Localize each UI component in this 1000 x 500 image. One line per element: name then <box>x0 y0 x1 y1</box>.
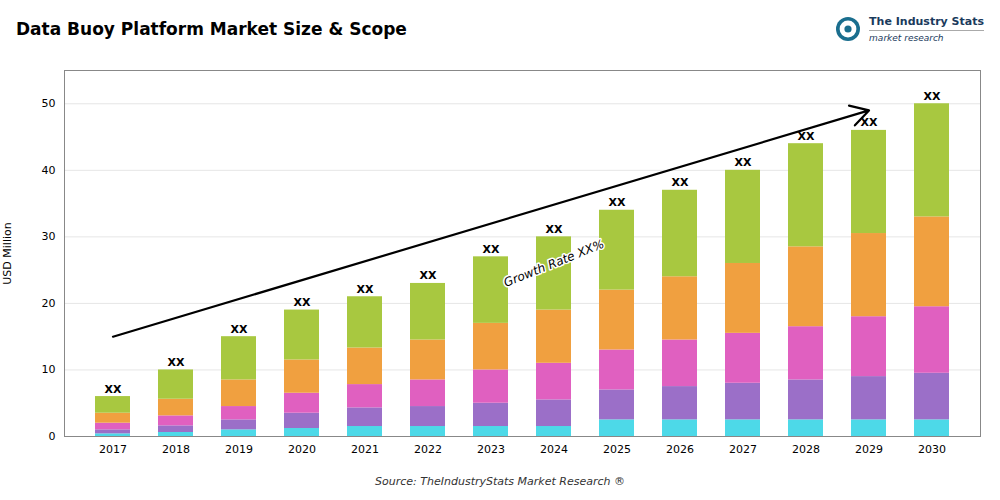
svg-text:2027: 2027 <box>729 443 757 456</box>
svg-text:XX: XX <box>609 196 626 209</box>
svg-text:20: 20 <box>42 297 56 310</box>
svg-text:50: 50 <box>42 97 56 110</box>
svg-text:2024: 2024 <box>540 443 568 456</box>
svg-text:USD Million: USD Million <box>1 222 14 284</box>
svg-text:2020: 2020 <box>288 443 316 456</box>
svg-text:2029: 2029 <box>855 443 883 456</box>
svg-text:10: 10 <box>42 363 56 376</box>
svg-text:40: 40 <box>42 164 56 177</box>
svg-text:XX: XX <box>861 116 878 129</box>
svg-text:XX: XX <box>231 323 248 336</box>
html-text:Source: TheIndustryStats Marke: Source: TheIndustryStats Market Research… <box>375 475 625 488</box>
svg-text:XX: XX <box>483 243 500 256</box>
svg-text:2022: 2022 <box>414 443 442 456</box>
svg-text:2026: 2026 <box>666 443 694 456</box>
svg-text:2021: 2021 <box>351 443 379 456</box>
svg-text:XX: XX <box>420 269 437 282</box>
svg-text:0: 0 <box>49 430 56 443</box>
svg-text:2019: 2019 <box>225 443 253 456</box>
svg-text:XX: XX <box>672 176 689 189</box>
svg-text:XX: XX <box>924 90 941 103</box>
html-text:The Industry Stats: The Industry Stats <box>869 15 984 28</box>
svg-text:XX: XX <box>797 129 815 143</box>
svg-text:XX: XX <box>105 383 122 396</box>
svg-text:XX: XX <box>735 156 752 169</box>
svg-text:XX: XX <box>357 283 374 296</box>
html-text:Data Buoy Platform Market Size: Data Buoy Platform Market Size & Scope <box>16 19 407 39</box>
svg-text:30: 30 <box>42 230 56 243</box>
svg-text:2025: 2025 <box>603 443 631 456</box>
svg-text:2030: 2030 <box>918 443 946 456</box>
svg-text:2017: 2017 <box>99 443 127 456</box>
svg-text:2018: 2018 <box>162 443 190 456</box>
svg-text:XX: XX <box>546 223 563 236</box>
svg-text:XX: XX <box>294 296 311 309</box>
html-text:market research: market research <box>869 33 944 43</box>
svg-text:XX: XX <box>168 356 185 369</box>
svg-text:2028: 2028 <box>792 443 820 456</box>
svg-text:2023: 2023 <box>477 443 505 456</box>
svg-text:Growth Rate XX%: Growth Rate XX% <box>502 237 606 290</box>
